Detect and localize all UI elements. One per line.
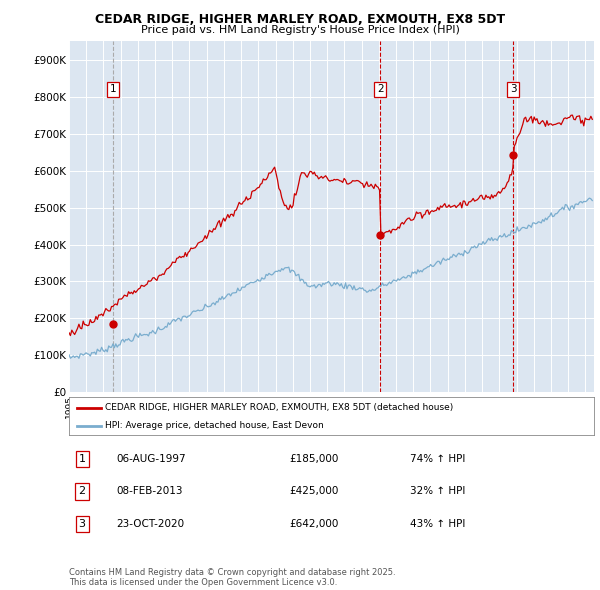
Text: 06-AUG-1997: 06-AUG-1997 (116, 454, 186, 464)
Text: Contains HM Land Registry data © Crown copyright and database right 2025.
This d: Contains HM Land Registry data © Crown c… (69, 568, 395, 587)
Text: £185,000: £185,000 (290, 454, 339, 464)
Text: 2: 2 (79, 487, 86, 496)
Text: 2: 2 (377, 84, 383, 94)
Text: Price paid vs. HM Land Registry's House Price Index (HPI): Price paid vs. HM Land Registry's House … (140, 25, 460, 35)
Text: CEDAR RIDGE, HIGHER MARLEY ROAD, EXMOUTH, EX8 5DT (detached house): CEDAR RIDGE, HIGHER MARLEY ROAD, EXMOUTH… (105, 404, 453, 412)
Text: 23-OCT-2020: 23-OCT-2020 (116, 519, 184, 529)
Text: HPI: Average price, detached house, East Devon: HPI: Average price, detached house, East… (105, 421, 323, 430)
Text: 3: 3 (510, 84, 517, 94)
Text: £642,000: £642,000 (290, 519, 339, 529)
Text: £425,000: £425,000 (290, 487, 339, 496)
Text: CEDAR RIDGE, HIGHER MARLEY ROAD, EXMOUTH, EX8 5DT: CEDAR RIDGE, HIGHER MARLEY ROAD, EXMOUTH… (95, 13, 505, 26)
Text: 1: 1 (110, 84, 117, 94)
Text: 43% ↑ HPI: 43% ↑ HPI (410, 519, 466, 529)
Text: 74% ↑ HPI: 74% ↑ HPI (410, 454, 466, 464)
Text: 32% ↑ HPI: 32% ↑ HPI (410, 487, 466, 496)
Text: 1: 1 (79, 454, 86, 464)
Text: 08-FEB-2013: 08-FEB-2013 (116, 487, 183, 496)
Text: 3: 3 (79, 519, 86, 529)
